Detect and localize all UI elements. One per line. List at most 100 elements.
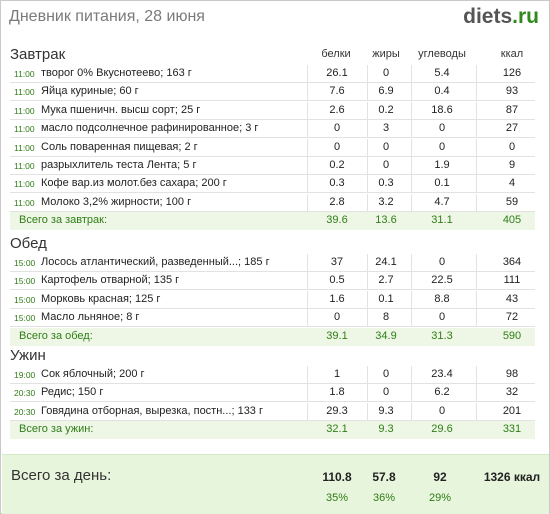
food-row[interactable]: 15:00 Лосось атлантический, разведенный..… <box>10 254 535 272</box>
meal-time: 19:00 <box>14 370 36 380</box>
column-divider <box>476 272 477 291</box>
column-divider <box>307 120 308 139</box>
food-row[interactable]: 15:00 Масло льняное; 8 г 0 8 0 72 <box>10 309 535 328</box>
value-kcal: 32 <box>505 386 519 399</box>
column-divider <box>411 290 412 309</box>
column-divider <box>411 272 412 291</box>
column-divider <box>411 65 412 83</box>
food-name[interactable]: разрыхлитель теста Лента; 5 г <box>41 159 197 171</box>
food-row[interactable]: 11:00 Кофе вар.из молот.без сахара; 200 г… <box>10 175 535 194</box>
food-row[interactable]: 11:00 Яйца куриные; 60 г 7.6 6.9 0.4 93 <box>10 83 535 102</box>
value-fat: 0 <box>382 386 390 399</box>
column-divider <box>476 366 477 384</box>
column-divider <box>411 157 412 175</box>
value-protein: 0 <box>333 311 341 324</box>
food-name[interactable]: Картофель отварной; 135 г <box>41 274 180 287</box>
column-divider <box>476 65 477 83</box>
meal-time: 11:00 <box>14 124 35 135</box>
value-kcal: 59 <box>505 195 519 208</box>
food-name[interactable]: Молоко 3,2% жирности; 100 г <box>41 195 192 208</box>
food-name[interactable]: Сок яблочный; 200 г <box>41 368 145 380</box>
meal-time: 11:00 <box>14 69 35 79</box>
food-name[interactable]: Масло льняное; 8 г <box>41 311 140 324</box>
column-divider <box>476 138 477 157</box>
column-divider <box>367 120 368 139</box>
food-name[interactable]: Яйца куриные; 60 г <box>41 85 139 98</box>
value-protein: 0 <box>333 140 341 153</box>
column-divider <box>307 83 308 102</box>
meal-time: 15:00 <box>14 276 36 287</box>
total-carbs: 31.3 <box>431 329 453 342</box>
column-header-carbs: углеводы <box>418 48 466 60</box>
food-row[interactable]: 20:30 Говядина отборная, вырезка, постн..… <box>10 402 535 421</box>
column-divider <box>307 175 308 194</box>
meal-time: 15:00 <box>14 258 36 268</box>
food-name[interactable]: Морковь красная; 125 г <box>41 292 161 305</box>
value-kcal: 201 <box>502 404 522 417</box>
value-kcal: 87 <box>505 103 519 116</box>
value-fat: 0 <box>382 67 390 79</box>
food-row[interactable]: 15:00 Морковь красная; 125 г 1.6 0.1 8.8 43 <box>10 290 535 309</box>
food-name[interactable]: Редис; 150 г <box>41 386 104 399</box>
value-protein: 0.3 <box>329 177 345 190</box>
value-kcal: 98 <box>505 368 519 380</box>
value-protein: 0.2 <box>329 159 345 171</box>
value-kcal: 364 <box>502 256 522 268</box>
total-fat: 9.3 <box>378 423 394 436</box>
total-kcal: 331 <box>502 423 522 436</box>
value-carbs: 0.4 <box>434 85 450 98</box>
value-fat: 6.9 <box>378 85 394 98</box>
food-row[interactable]: 20:30 Редис; 150 г 1.8 0 6.2 32 <box>10 384 535 403</box>
value-fat: 8 <box>382 311 390 324</box>
value-fat: 0 <box>382 368 390 380</box>
food-name[interactable]: Лосось атлантический, разведенный...; 18… <box>41 256 270 268</box>
column-divider <box>307 402 308 421</box>
value-carbs: 23.4 <box>431 368 453 380</box>
column-divider <box>476 290 477 309</box>
value-carbs: 0 <box>438 311 446 324</box>
column-divider <box>411 402 412 421</box>
food-row[interactable]: 19:00 Сок яблочный; 200 г 1 0 23.4 98 <box>10 366 535 384</box>
meal-section-title: Завтрак <box>10 46 66 63</box>
column-divider <box>411 138 412 157</box>
food-row[interactable]: 11:00 Мука пшеничн. высш сорт; 25 г 2.6 0.2… <box>10 101 535 120</box>
value-protein: 0.5 <box>329 274 345 287</box>
column-divider <box>476 157 477 175</box>
meal-time: 11:00 <box>14 87 35 98</box>
column-divider <box>367 309 368 328</box>
column-header-kcal: ккал <box>500 48 524 60</box>
food-name[interactable]: Мука пшеничн. высш сорт; 25 г <box>41 103 201 116</box>
column-divider <box>476 83 477 102</box>
meal-time: 15:00 <box>14 313 36 324</box>
column-divider <box>411 193 412 212</box>
meal-total-row: Всего за обед: 39.1 34.9 31.3 590 <box>10 327 535 346</box>
food-row[interactable]: 11:00 разрыхлитель теста Лента; 5 г 0.2 0 1.… <box>10 157 535 175</box>
food-name[interactable]: Кофе вар.из молот.без сахара; 200 г <box>41 177 227 190</box>
meal-time: 11:00 <box>14 105 35 116</box>
food-name[interactable]: Говядина отборная, вырезка, постн...; 13… <box>41 404 263 417</box>
food-row[interactable]: 11:00 масло подсолнечное рафинированное; … <box>10 120 535 139</box>
food-name[interactable]: масло подсолнечное рафинированное; 3 г <box>41 122 259 135</box>
column-divider <box>367 384 368 403</box>
site-logo[interactable]: diets.ru <box>463 5 539 29</box>
food-row[interactable]: 15:00 Картофель отварной; 135 г 0.5 2.7 22.5… <box>10 272 535 291</box>
value-fat: 0.1 <box>378 292 394 305</box>
food-row[interactable]: 11:00 Молоко 3,2% жирности; 100 г 2.8 3.2 4.… <box>10 193 535 212</box>
total-carbs: 31.1 <box>431 214 453 227</box>
value-protein: 29.3 <box>326 404 348 417</box>
total-protein: 39.6 <box>326 214 348 227</box>
value-protein: 7.6 <box>329 85 345 98</box>
value-protein: 37 <box>330 256 344 268</box>
food-name[interactable]: творог 0% Вкуснотеево; 163 г <box>41 67 192 79</box>
column-divider <box>367 101 368 120</box>
column-divider <box>367 138 368 157</box>
meal-time: 11:00 <box>14 142 35 153</box>
food-row[interactable]: 11:00 Соль поваренная пищевая; 2 г 0 0 0 0 <box>10 138 535 157</box>
food-name[interactable]: Соль поваренная пищевая; 2 г <box>41 140 198 153</box>
column-divider <box>307 290 308 309</box>
value-carbs: 0 <box>438 256 446 268</box>
day-total-label: Всего за день: <box>11 467 112 484</box>
food-row[interactable]: 11:00 творог 0% Вкуснотеево; 163 г 26.1 0 5.… <box>10 65 535 83</box>
column-divider <box>411 366 412 384</box>
